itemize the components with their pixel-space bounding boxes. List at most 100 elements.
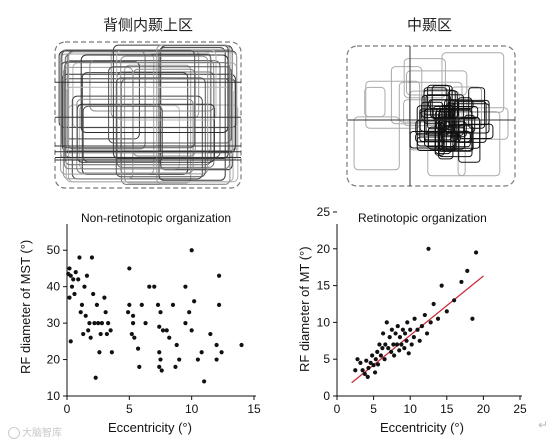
c1-data-point [189, 248, 194, 253]
c2-data-point [439, 283, 444, 288]
c1-data-point [139, 302, 144, 307]
c2-data-point [384, 320, 389, 325]
rf-rect [81, 72, 189, 175]
c1-data-point [155, 302, 161, 307]
corner-mark: ↵ [538, 418, 549, 432]
rf-rect [82, 105, 163, 163]
rf-map-mt [346, 45, 516, 187]
c1-data-point [147, 284, 152, 289]
rf-rect [63, 62, 230, 170]
c2-data-point [428, 320, 433, 325]
c2-data-point [371, 362, 376, 368]
c2-data-point [422, 312, 427, 318]
c2-data-point [395, 323, 400, 329]
rf-rect [61, 49, 196, 149]
rf-rect-faint [457, 111, 501, 177]
c1-data-point [87, 321, 92, 326]
c2-xtick-label: 0 [334, 402, 341, 416]
c2-data-point [382, 357, 387, 362]
c2-data-point [365, 374, 370, 379]
rf-rect-dense [432, 106, 479, 120]
c2-data-point [406, 351, 411, 356]
c2-xtick-label: 20 [477, 402, 491, 416]
c1-data-point [72, 291, 77, 297]
c1-data-point [173, 364, 178, 369]
rf-rect-dense [458, 123, 494, 140]
rf-rect-dense [419, 108, 442, 142]
c1-data-point [104, 331, 109, 337]
c2-data-point [404, 338, 409, 343]
c1-data-point [77, 255, 82, 260]
rf-rect-faint [365, 80, 421, 129]
c2-ylabel: RF diameter of MT (°) [297, 246, 312, 372]
c2-data-point [389, 327, 394, 332]
c1-ytick-label: 40 [47, 280, 61, 294]
c1-data-point [183, 321, 188, 326]
c2-data-point [381, 331, 386, 336]
c1-xtick-label: 5 [126, 402, 133, 416]
c2-data-point [402, 331, 408, 336]
c1-data-point [125, 310, 131, 315]
c1-data-point [83, 313, 88, 318]
c2-data-point [424, 331, 430, 336]
c2-data-point [431, 301, 436, 307]
c2-xtick-label: 15 [440, 402, 454, 416]
rf-rect-dense [425, 94, 465, 136]
c2-data-point [435, 316, 441, 321]
tl-frame [54, 41, 242, 189]
c2-data-point [364, 358, 369, 363]
rf-rect [62, 66, 134, 180]
c2-data-point [393, 331, 398, 336]
c1-data-point [239, 342, 244, 348]
c2-data-point [358, 360, 363, 365]
c1-data-point [157, 350, 162, 355]
c2-data-point [362, 371, 367, 377]
c2-ytick-label: 15 [317, 279, 331, 293]
c2-data-point [415, 327, 420, 332]
c2-data-point [402, 346, 407, 351]
c2-data-point [411, 335, 416, 340]
c1-data-point [130, 313, 136, 318]
top-right-title: 中颞区 [407, 16, 453, 34]
c1-data-point [159, 368, 164, 373]
rf-rect [115, 77, 206, 178]
c1-data-point [216, 273, 222, 278]
c1-data-point [183, 284, 188, 289]
c1-data-point [97, 350, 102, 355]
c2-ytick-label: 25 [317, 205, 331, 219]
c1-data-point [71, 277, 76, 282]
rf-rect [108, 66, 232, 144]
c1-data-point [127, 266, 132, 271]
c1-data-point [76, 277, 81, 282]
c2-data-point [399, 342, 404, 347]
c1-data-point [192, 299, 197, 304]
c1-ytick-label: 30 [47, 316, 61, 330]
c1-data-point [132, 335, 137, 340]
c1-data-point [92, 321, 97, 326]
rf-rect-dense [416, 105, 444, 151]
c1-data-point [93, 375, 98, 380]
c1-data-point [103, 310, 108, 315]
rf-rect-dense [428, 99, 474, 110]
c2-data-point [383, 342, 388, 347]
c2-ytick-label: 20 [317, 242, 331, 256]
c2-data-point [397, 348, 402, 353]
c1-xtick-label: 15 [247, 402, 261, 416]
rf-rect [156, 44, 231, 185]
c1-data-point [82, 284, 87, 289]
c1-data-point [127, 302, 132, 307]
rf-rect [60, 53, 155, 175]
c2-data-point [459, 279, 464, 285]
c1-data-point [167, 335, 172, 340]
c2-ytick-label: 0 [323, 389, 330, 403]
c2-data-point [380, 346, 385, 351]
c2-ytick-label: 10 [317, 315, 331, 329]
rf-rect [76, 98, 194, 174]
rf-rect [62, 78, 236, 154]
c2-data-point [387, 335, 392, 340]
rf-rect [124, 64, 192, 184]
c2-data-point [419, 323, 425, 329]
c2-ytick-label: 5 [323, 352, 330, 366]
c1-data-point [67, 295, 72, 300]
c2-data-point [370, 353, 375, 358]
